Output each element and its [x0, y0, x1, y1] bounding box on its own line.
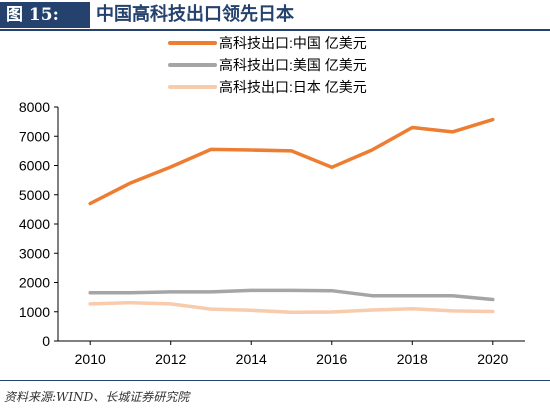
y-tick-label: 6000 — [19, 158, 50, 174]
series-line — [88, 117, 495, 206]
figure-header: 图 15: 中国高科技出口领先日本 — [0, 0, 550, 31]
y-tick-label: 0 — [42, 333, 50, 349]
x-tick-label: 2020 — [477, 351, 508, 367]
figure-number: 图 15: — [0, 2, 90, 28]
series-line — [88, 300, 495, 315]
legend-label: 高科技出口:美国 亿美元 — [219, 57, 367, 73]
legend-label: 高科技出口:中国 亿美元 — [219, 35, 367, 51]
x-tick-label: 2010 — [75, 351, 106, 367]
x-tick-label: 2018 — [397, 351, 428, 367]
figure-title: 中国高科技出口领先日本 — [96, 4, 294, 25]
y-tick-label: 3000 — [19, 245, 50, 261]
x-tick-label: 2012 — [155, 351, 186, 367]
header-rule — [0, 29, 550, 31]
footer-rule — [0, 380, 550, 381]
y-tick-label: 7000 — [19, 128, 50, 144]
series-line — [88, 288, 495, 302]
y-axis: 0 1000 2000 3000 4000 5000 6000 7000 8000 — [19, 99, 59, 349]
source-note: 资料来源:WIND、长城证券研究院 — [4, 390, 190, 404]
y-tick-label: 4000 — [19, 216, 50, 232]
series-lines — [88, 117, 495, 315]
legend-label: 高科技出口:日本 亿美元 — [219, 79, 367, 95]
y-tick-label: 8000 — [19, 99, 50, 115]
y-tick-label: 2000 — [19, 275, 50, 291]
x-tick-label: 2014 — [236, 351, 267, 367]
x-axis: 2010 2012 2014 2016 2018 2020 — [58, 340, 525, 367]
x-tick-label: 2016 — [316, 351, 347, 367]
y-tick-label: 5000 — [19, 187, 50, 203]
y-tick-label: 1000 — [19, 304, 50, 320]
